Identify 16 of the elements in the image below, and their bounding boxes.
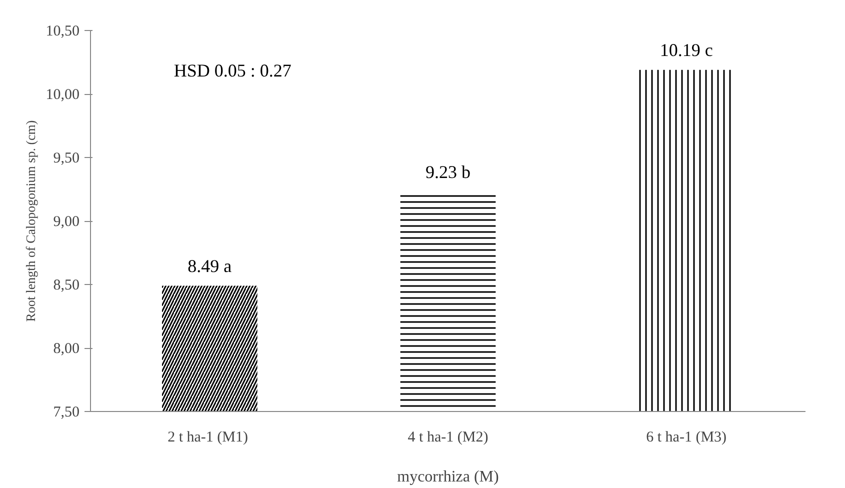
- y-axis-title: Root length of Calopogonium sp. (cm): [22, 120, 38, 322]
- x-tick-label: 2 t ha-1 (M1): [168, 430, 248, 446]
- y-tick-label: 10,50: [46, 24, 80, 40]
- y-tick-label: 9,50: [53, 150, 80, 166]
- y-tick-label: 8,00: [53, 341, 80, 357]
- x-tick-label: 4 t ha-1 (M2): [408, 430, 488, 446]
- x-axis-title: mycorrhiza (M): [397, 468, 499, 486]
- x-tick-label: 6 t ha-1 (M3): [646, 430, 727, 446]
- y-tick-label: 10,00: [46, 87, 80, 103]
- y-tick-label: 8,50: [53, 278, 80, 294]
- data-label: 10.19 c: [660, 40, 713, 60]
- y-tick-label: 9,00: [53, 214, 80, 230]
- data-label: 8.49 a: [188, 256, 232, 276]
- data-label: 9.23 b: [426, 162, 470, 182]
- annotation: HSD 0.05 : 0.27: [174, 60, 292, 80]
- y-tick-label: 7,50: [53, 404, 80, 420]
